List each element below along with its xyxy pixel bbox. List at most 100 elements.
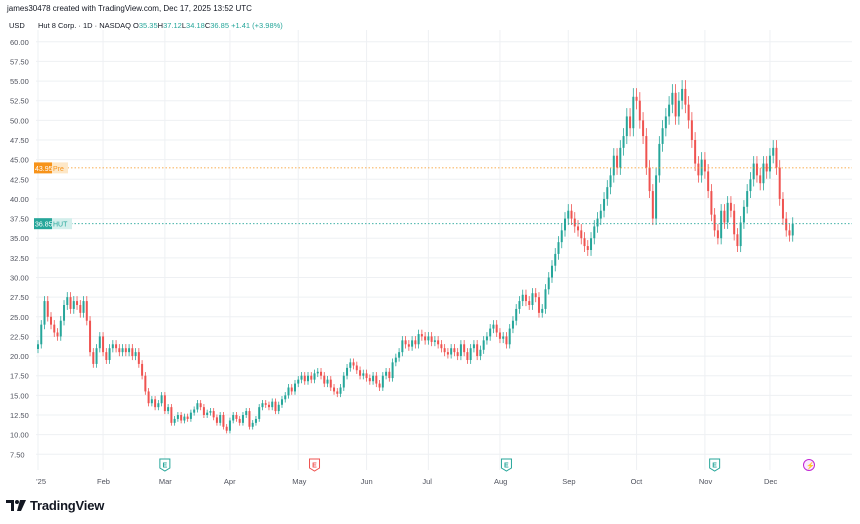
candle-body[interactable] — [141, 363, 144, 376]
candle-body[interactable] — [50, 316, 53, 325]
candle-body[interactable] — [671, 92, 674, 105]
candle-body[interactable] — [293, 383, 297, 392]
candle-body[interactable] — [79, 305, 82, 313]
candle-body[interactable] — [440, 344, 443, 349]
price-chart[interactable]: 7.50 10.00 12.50 15.00 17.50 20.00 22.50 25.00 2… — [0, 0, 860, 490]
candle-body[interactable] — [450, 348, 453, 355]
candle-body[interactable] — [411, 340, 414, 347]
candle-body[interactable] — [733, 210, 736, 235]
candle-body[interactable] — [645, 136, 648, 168]
candle-body[interactable] — [189, 412, 192, 419]
candle-body[interactable] — [124, 348, 127, 353]
candle-body[interactable] — [394, 357, 397, 363]
candle-body[interactable] — [603, 198, 606, 211]
candle-body[interactable] — [515, 308, 518, 321]
candle-body[interactable] — [307, 375, 310, 382]
candle-body[interactable] — [349, 362, 352, 368]
candle-body[interactable] — [430, 336, 433, 342]
candle-body[interactable] — [674, 92, 677, 117]
earnings-event-icon[interactable] — [159, 458, 171, 472]
candle-body[interactable] — [297, 379, 300, 384]
candle-body[interactable] — [752, 163, 755, 180]
candle-body[interactable] — [677, 100, 680, 117]
candle-body[interactable] — [316, 371, 319, 374]
candle-body[interactable] — [577, 226, 580, 231]
candle-body[interactable] — [609, 175, 612, 188]
candle-body[interactable] — [788, 230, 791, 236]
candle-body[interactable] — [336, 391, 339, 394]
candle-body[interactable] — [424, 336, 427, 341]
candle-body[interactable] — [495, 324, 498, 333]
candle-body[interactable] — [323, 375, 326, 384]
candle-body[interactable] — [635, 96, 638, 101]
earnings-event-icon[interactable] — [500, 458, 512, 472]
candle-body[interactable] — [59, 320, 62, 337]
candle-body[interactable] — [768, 155, 771, 172]
candle-body[interactable] — [391, 362, 394, 379]
candle-body[interactable] — [420, 334, 423, 337]
candle-body[interactable] — [742, 206, 745, 223]
candle-body[interactable] — [303, 375, 306, 382]
candle-body[interactable] — [241, 415, 244, 423]
candle-body[interactable] — [528, 301, 531, 305]
candle-body[interactable] — [261, 403, 264, 408]
candle-body[interactable] — [739, 222, 742, 247]
candle-body[interactable] — [479, 349, 482, 357]
candle-body[interactable] — [180, 415, 183, 421]
candle-body[interactable] — [173, 418, 176, 423]
candle-body[interactable] — [209, 411, 212, 413]
candle-body[interactable] — [378, 383, 381, 388]
candle-body[interactable] — [625, 116, 628, 137]
candle-body[interactable] — [202, 407, 205, 415]
candle-body[interactable] — [446, 352, 449, 355]
candle-body[interactable] — [661, 128, 664, 144]
candle-body[interactable] — [69, 297, 72, 309]
candle-body[interactable] — [53, 324, 56, 333]
candle-body[interactable] — [232, 415, 235, 421]
earnings-event-icon[interactable] — [709, 458, 721, 472]
candle-body[interactable] — [144, 375, 147, 392]
candle-body[interactable] — [723, 210, 726, 223]
candle-body[interactable] — [781, 198, 784, 219]
candle-body[interactable] — [313, 373, 316, 380]
candle-body[interactable] — [433, 340, 436, 342]
candle-body[interactable] — [547, 277, 550, 290]
candle-body[interactable] — [206, 412, 209, 415]
candle-body[interactable] — [537, 297, 540, 313]
candle-body[interactable] — [606, 187, 609, 199]
candle-body[interactable] — [466, 352, 469, 360]
candle-body[interactable] — [76, 301, 79, 305]
candle-body[interactable] — [267, 404, 270, 408]
candle-body[interactable] — [137, 352, 140, 364]
candle-body[interactable] — [186, 416, 189, 419]
candle-body[interactable] — [655, 175, 658, 219]
candle-body[interactable] — [245, 411, 248, 415]
candle-body[interactable] — [287, 387, 290, 396]
candle-body[interactable] — [638, 100, 641, 121]
candle-body[interactable] — [697, 163, 700, 176]
candle-body[interactable] — [401, 340, 404, 353]
candle-body[interactable] — [762, 163, 765, 184]
candle-body[interactable] — [681, 88, 684, 101]
candle-body[interactable] — [746, 191, 749, 207]
candle-body[interactable] — [616, 155, 619, 168]
candle-body[interactable] — [785, 218, 788, 231]
candle-body[interactable] — [570, 210, 573, 219]
candle-body[interactable] — [98, 336, 101, 349]
dividend-event-icon[interactable] — [309, 458, 321, 472]
candle-body[interactable] — [687, 104, 690, 121]
candle-body[interactable] — [658, 143, 661, 176]
candle-body[interactable] — [684, 88, 687, 105]
candle-body[interactable] — [167, 407, 170, 412]
candle-body[interactable] — [485, 336, 488, 341]
candle-body[interactable] — [56, 332, 59, 337]
candle-body[interactable] — [612, 155, 615, 176]
candle-body[interactable] — [586, 246, 589, 250]
candle-body[interactable] — [629, 116, 632, 129]
candle-body[interactable] — [550, 265, 553, 278]
candle-body[interactable] — [212, 411, 215, 418]
candle-body[interactable] — [170, 407, 173, 423]
candle-body[interactable] — [778, 167, 781, 199]
candle-body[interactable] — [362, 373, 365, 376]
candle-body[interactable] — [342, 375, 345, 388]
